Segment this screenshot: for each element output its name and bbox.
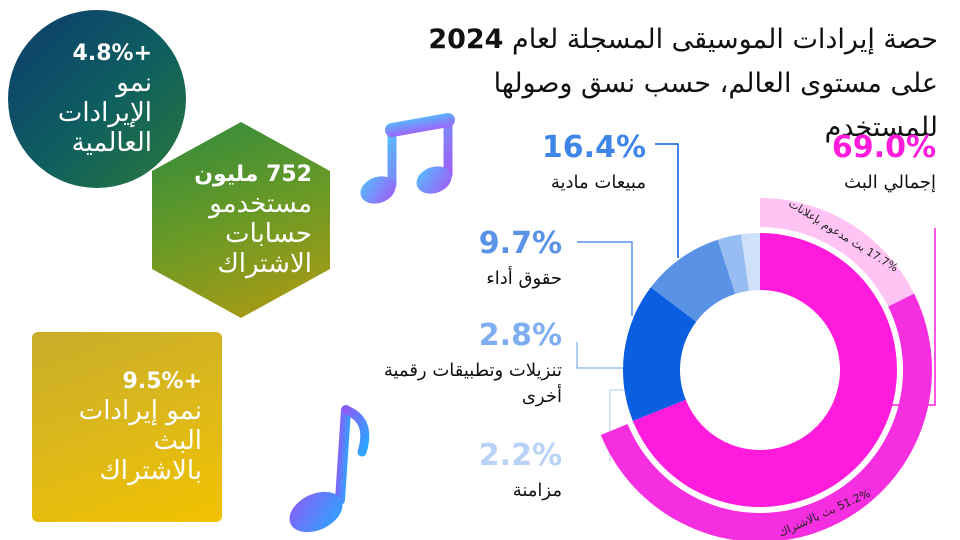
subscribers-label: مستخدمو حسابات الاشتراك bbox=[209, 189, 312, 279]
performance-label: حقوق أداء bbox=[486, 268, 562, 289]
chart-title: حصة إيرادات الموسيقى المسجلة لعام 2024 ع… bbox=[378, 18, 938, 150]
streaming-value: 69.0% bbox=[831, 130, 936, 165]
global-growth-value: +4.8% bbox=[72, 41, 152, 66]
music-note-icon bbox=[289, 405, 370, 533]
subscription-growth-label: نمو إيرادات البث بالاشتراك bbox=[78, 396, 202, 486]
sync-value: 2.2% bbox=[478, 438, 562, 473]
global-growth-label: نمو الإيرادات العالمية bbox=[57, 68, 152, 158]
donut-sub-segment bbox=[600, 293, 932, 540]
subscribers-value: 752 مليون bbox=[194, 162, 312, 187]
callout-downloads: 2.8% تنزيلات وتطبيقات رقمية أخرى bbox=[372, 318, 562, 410]
title-year: 2024 bbox=[428, 24, 504, 55]
music-note-icon bbox=[360, 113, 455, 204]
downloads-value: 2.8% bbox=[478, 318, 562, 353]
donut-segment bbox=[741, 233, 760, 291]
donut-sub-segment bbox=[760, 198, 915, 307]
callout-streaming: 69.0% إجمالي البث bbox=[832, 130, 936, 196]
donut-segment bbox=[650, 239, 736, 322]
performance-value: 9.7% bbox=[478, 226, 562, 261]
streaming-label: إجمالي البث bbox=[844, 172, 936, 193]
donut-segment bbox=[717, 234, 749, 294]
callout-performance: 9.7% حقوق أداء bbox=[479, 226, 562, 292]
donut-rings bbox=[600, 198, 932, 540]
global-growth-badge: +4.8% نمو الإيرادات العالمية bbox=[8, 10, 186, 188]
subscription-growth-badge: +9.5% نمو إيرادات البث بالاشتراك bbox=[32, 332, 222, 522]
title-line-1: حصة إيرادات الموسيقى المسجلة لعام 2024 bbox=[378, 18, 938, 62]
callout-sync: 2.2% مزامنة bbox=[479, 438, 562, 504]
donut-segment bbox=[623, 287, 697, 421]
title-text: حصة إيرادات الموسيقى المسجلة لعام bbox=[503, 24, 938, 55]
sync-label: مزامنة bbox=[512, 480, 562, 501]
leader-line-downloads bbox=[576, 342, 628, 369]
physical-value: 16.4% bbox=[541, 130, 646, 165]
leader-line-physical bbox=[655, 143, 679, 258]
callout-physical: 16.4% مبيعات مادية bbox=[542, 130, 646, 196]
physical-label: مبيعات مادية bbox=[550, 172, 646, 193]
donut-segment bbox=[632, 233, 898, 507]
subscription-growth-value: +9.5% bbox=[122, 369, 202, 394]
leader-line-performance bbox=[577, 241, 633, 316]
title-line-2: على مستوى العالم، حسب نسق وصولها للمستخد… bbox=[493, 68, 938, 143]
downloads-label: تنزيلات وتطبيقات رقمية أخرى bbox=[383, 360, 562, 407]
